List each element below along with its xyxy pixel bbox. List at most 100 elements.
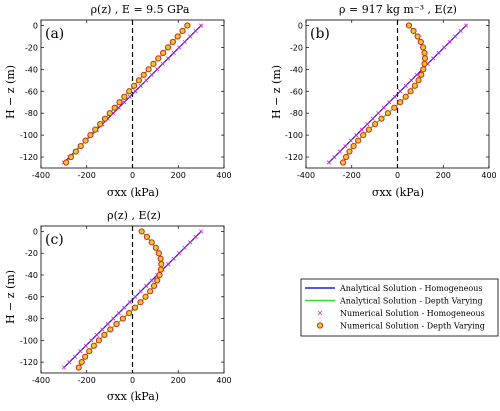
- panel-b-numerical-depth-varying-point: [410, 27, 417, 35]
- panel-a-numerical-homogeneous-point: [166, 56, 171, 61]
- legend-item: Numerical Solution - Homogeneous: [317, 309, 485, 318]
- panel-b-numerical-depth-varying-point: [397, 99, 404, 106]
- panel-c-numerical-depth-varying-point: [119, 315, 126, 322]
- panel-a-ytick-label: -80: [25, 109, 38, 118]
- panel-c-numerical-homogeneous-point: [177, 251, 182, 256]
- panel-a-numerical-depth-varying-point: [97, 121, 104, 128]
- panel-c-numerical-depth-varying-point: [137, 299, 144, 306]
- panel-a-cross-stroke: [133, 89, 138, 94]
- panel-c-numerical-depth-varying-point: [154, 277, 161, 284]
- panel-a-numerical-depth-varying-point: [67, 153, 75, 161]
- panel-c-numerical-homogeneous-point: [83, 343, 88, 348]
- panel-a-numerical-depth-varying-point: [150, 60, 157, 67]
- legend-items: Analytical Solution - Homogeneous Analyti…: [305, 284, 485, 331]
- panel-c-numerical-homogeneous-point: [61, 365, 66, 370]
- panel-b-numerical-depth-varying-point: [421, 55, 429, 62]
- panel-c-numerical-homogeneous-point: [105, 321, 110, 327]
- panel-c-xtick-label: 0: [130, 376, 135, 385]
- panel-c-ytick-label: -100: [20, 336, 38, 345]
- panel-b-plot: -400 -200 0 200 400 0 -20 -40 -60 -80 -100 -120 (b): [285, 19, 497, 180]
- panel-c-numerical-depth-varying-point: [131, 304, 139, 311]
- panel-a-xtick-label: 0: [130, 171, 135, 180]
- panel-b-numerical-homogeneous-point: [453, 34, 458, 39]
- panel-b-cross-stroke: [409, 78, 414, 83]
- panel-b-numerical-homogeneous-point: [442, 45, 447, 50]
- panel-a-numerical-homogeneous-point: [177, 45, 182, 50]
- panel-c-cross-stroke: [72, 354, 77, 359]
- panel-b-cross-stroke: [326, 160, 331, 165]
- panel-c-numerical-depth-varying-point: [101, 331, 108, 338]
- panel-b-numerical-depth-varying-point: [421, 60, 428, 67]
- panel-a-numerical-depth-varying-point: [72, 148, 79, 155]
- panel-b-numerical-homogeneous-point: [387, 100, 392, 105]
- panel-b-xtick-label: -400: [297, 171, 315, 180]
- panel-c-cross-stroke: [188, 240, 193, 245]
- legend-circle-swatch: [316, 322, 324, 329]
- panel-a-numerical-homogeneous-point: [199, 23, 204, 28]
- panel-c-xtick-label: 400: [216, 376, 231, 385]
- panel-c-numerical-depth-varying-point: [75, 364, 82, 371]
- panel-a-numerical-depth-varying-point: [174, 33, 181, 40]
- panel-c-ytick-label: -120: [20, 358, 38, 367]
- panel-a-ytick-label: -60: [25, 87, 38, 96]
- panel-b-cross-stroke: [447, 39, 452, 45]
- panel-c-xtick-label: 200: [171, 376, 186, 385]
- panel-c-numerical-depth-varying-point: [95, 337, 102, 344]
- panel-b-numerical-depth-varying-point: [384, 110, 391, 117]
- panel-a: ρ(z) , E = 9.5 GPa -400 -200 0 200 4000-20-4…: [4, 3, 232, 199]
- panel-c-cross-stroke: [94, 332, 99, 337]
- panel-b-xtick-label: 200: [436, 171, 451, 180]
- legend-item: Numerical Solution - Depth Varying: [316, 322, 485, 331]
- panel-c-ylabel: H − z (m): [4, 270, 17, 324]
- panel-c-cross-stroke: [166, 262, 171, 267]
- panel-c-ytick-label: -20: [25, 249, 38, 258]
- panel-b-cross-stroke: [343, 143, 348, 149]
- panel-b-cross-stroke: [392, 94, 397, 99]
- panel-c-numerical-homogeneous-point: [188, 240, 193, 245]
- panel-c-cross-stroke: [149, 278, 154, 283]
- panel-b-numerical-homogeneous-point: [370, 116, 375, 121]
- panel-a-plot: -400 -200 0 200 400 0 -20 -40 -60 -80 -100 -120 (a): [20, 19, 232, 180]
- legend: Analytical Solution - Homogeneous Analyti…: [300, 278, 499, 337]
- panel-a-xtick-label: 200: [171, 171, 186, 180]
- panel-a-numerical-homogeneous-point: [149, 72, 154, 77]
- panel-c-numerical-depth-varying-point: [143, 233, 151, 240]
- panel-a-numerical-homogeneous-point: [160, 61, 165, 66]
- legend-label: Numerical Solution - Homogeneous: [340, 309, 485, 318]
- panel-a-cross-stroke: [199, 23, 204, 28]
- panel-a-numerical-depth-varying-point: [179, 27, 186, 35]
- panel-a-ytick-label: -40: [25, 65, 38, 74]
- panel-c-numerical-depth-varying-point: [78, 359, 85, 366]
- panel-c-numerical-homogeneous-point: [116, 311, 121, 316]
- panel-a-numerical-homogeneous-point: [188, 34, 193, 39]
- panel-a-numerical-depth-varying-point: [135, 77, 143, 84]
- panel-b-ytick-label: -120: [285, 153, 303, 162]
- panel-b-cross-stroke: [403, 83, 408, 88]
- panel-a-cross-stroke: [144, 78, 149, 83]
- panel-b-numerical-depth-varying-point: [411, 82, 418, 89]
- panel-c-title: ρ(z) , E(z): [107, 209, 161, 222]
- panel-c-numerical-depth-varying-point: [156, 271, 163, 279]
- panel-c-numerical-homogeneous-point: [199, 229, 204, 234]
- panel-a-numerical-depth-varying-point: [77, 142, 84, 150]
- panel-c-ytick-label: -40: [25, 271, 38, 280]
- panel-c-numerical-depth-varying-point: [157, 266, 164, 273]
- panel-a-ytick-label: -20: [25, 43, 38, 52]
- panel-b-cross-stroke: [414, 72, 419, 77]
- panel-a-xtick-label: -400: [32, 171, 50, 180]
- panel-b-xlabel: σxx (kPa): [372, 186, 424, 199]
- panel-a-numerical-depth-varying-point: [106, 110, 113, 117]
- panel-c-cross-stroke: [177, 251, 182, 256]
- panel-c-numerical-homogeneous-point: [67, 360, 72, 365]
- panel-c-numerical-depth-varying-point: [90, 342, 97, 349]
- panel-a-title: ρ(z) , E = 9.5 GPa: [91, 3, 190, 16]
- legend-item: Analytical Solution - Depth Varying: [305, 297, 483, 306]
- panel-b-numerical-homogeneous-point: [431, 56, 436, 61]
- panel-c-numerical-homogeneous-point: [138, 289, 143, 294]
- panel-b-numerical-homogeneous-point: [326, 160, 331, 165]
- panel-c-cross-stroke: [105, 321, 110, 327]
- panel-b-cross-stroke: [337, 149, 342, 154]
- panel-a-numerical-depth-varying-point: [63, 159, 70, 166]
- panel-a-cross-stroke: [116, 105, 121, 110]
- panel-b-numerical-depth-varying-point: [405, 22, 413, 29]
